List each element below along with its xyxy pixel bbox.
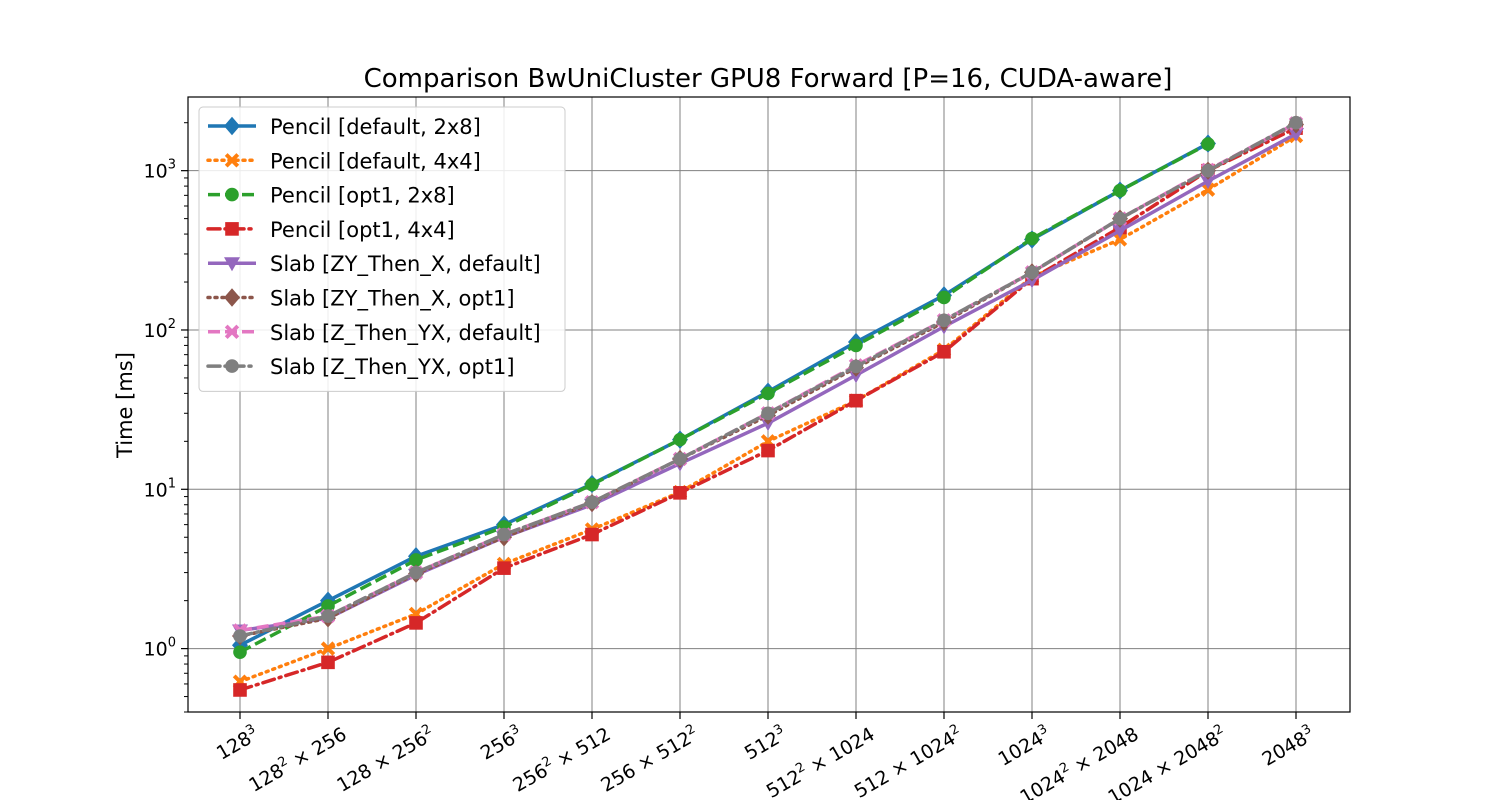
y-axis-label: Time [ms] [113,352,137,459]
plot-frame [187,96,1351,713]
data-point [233,683,247,697]
y-tick-label: 100 [144,636,176,661]
y-tick-label: 103 [144,158,176,183]
legend-box [198,106,566,392]
legend-label: Slab [ZY_Then_X, opt1] [270,287,515,312]
data-point [673,452,687,466]
legend-marker [224,257,240,272]
data-point [761,386,775,401]
x-tick-label: 256 × 5122 [596,722,702,797]
y-tick-label: 102 [144,317,176,342]
x-tick-label: 2563 [476,722,527,765]
data-point [321,599,335,613]
data-point [320,641,336,656]
data-point [585,495,599,509]
data-point [1112,232,1128,247]
legend-item: Pencil [default, 2x8] [208,115,481,139]
data-point [849,393,863,408]
series-group [233,115,1303,643]
legend-label: Pencil [opt1, 2x8] [270,184,455,208]
data-point [937,344,951,359]
legend-marker [224,324,240,339]
legend-marker [225,359,239,373]
series-line [239,142,1209,654]
data-point [1025,265,1039,280]
y-tick-label: 101 [144,476,176,501]
data-point [1200,182,1216,197]
legend-label: Slab [Z_Then_YX, opt1] [270,355,515,380]
legend-label: Pencil [default, 4x4] [270,149,481,173]
data-point [585,477,599,492]
legend-item: Pencil [default, 4x4] [206,149,481,173]
data-point [761,443,775,458]
data-point [673,486,687,500]
data-point [761,406,775,421]
legend-item: Slab [Z_Then_YX, opt1] [206,355,515,380]
legend-marker [225,187,239,202]
legend-label: Pencil [opt1, 4x4] [270,218,455,242]
data-point [1201,137,1215,151]
legend-label: Slab [ZY_Then_X, default] [270,252,541,277]
legend: Pencil [default, 2x8] Pencil [default, 4x… [198,106,566,392]
data-point [585,527,599,542]
data-point [409,616,423,630]
data-point [1112,224,1128,239]
x-tick-label: 1282 × 256 [244,722,350,797]
x-tick-label: 1283 [212,722,263,765]
data-point [849,359,863,374]
x-tick-label: 128 × 2562 [332,722,438,797]
legend-item: Pencil [opt1, 4x4] [206,218,455,242]
legend-item: Slab [ZY_Then_X, opt1] [206,287,515,312]
data-point [232,636,248,655]
x-tick-label: 5123 [740,722,791,765]
series-group [233,137,1215,659]
data-point [937,313,951,328]
data-point [1113,183,1127,198]
data-point [849,338,863,353]
data-point [1113,211,1127,226]
data-point [233,629,247,643]
legend-label: Pencil [default, 2x8] [270,115,481,139]
legend-marker [225,222,239,236]
legend-marker [224,288,240,307]
legend-marker [224,116,240,136]
data-point [1289,115,1303,130]
x-tick-label: 2562 × 512 [508,722,614,797]
legend-label: Slab [Z_Then_YX, default] [270,321,541,346]
legend-item: Slab [Z_Then_YX, default] [208,321,541,346]
data-point [409,553,423,567]
data-point [497,527,511,542]
data-point [321,655,335,670]
x-tick-label: 20483 [1257,722,1318,771]
data-point [233,645,247,659]
data-point [673,432,687,447]
x-tick-label: 10243 [993,722,1054,771]
data-point [1200,175,1216,190]
legend-marker [224,153,240,168]
legend-item: Pencil [opt1, 2x8] [208,184,455,208]
chart-title: Comparison BwUniCluster GPU8 Forward [P=… [364,64,1173,94]
data-point [937,290,951,305]
legend-item: Slab [ZY_Then_X, default] [208,252,541,277]
data-point [497,561,511,575]
data-point [1025,231,1039,246]
data-point [1288,127,1304,142]
data-point [1201,163,1215,178]
data-point [409,565,423,580]
data-point [321,609,335,623]
